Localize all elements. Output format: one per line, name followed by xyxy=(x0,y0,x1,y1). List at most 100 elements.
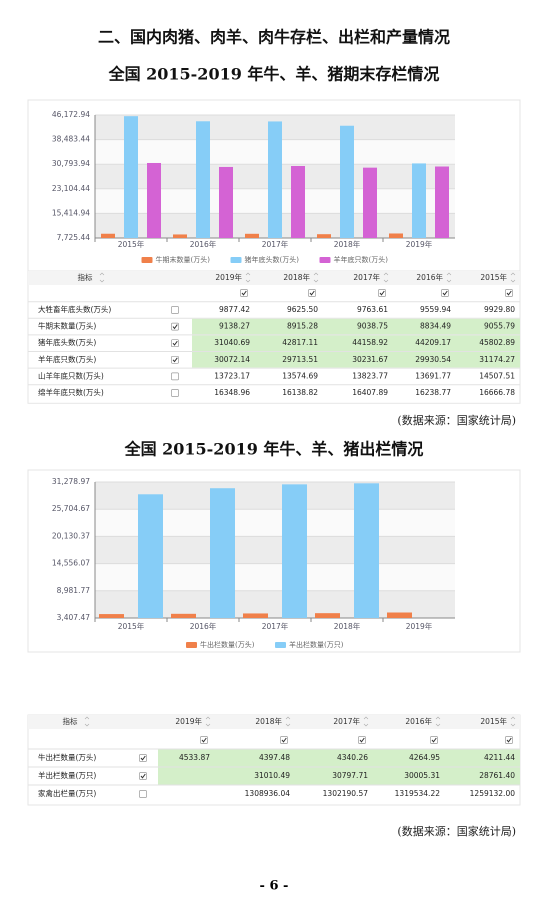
checkbox-check xyxy=(309,290,315,296)
table-cell: 4264.95 xyxy=(409,753,440,762)
checkbox xyxy=(171,355,179,364)
x-tick-label: 2015年 xyxy=(118,621,145,631)
checkbox-check xyxy=(506,737,512,743)
sort-icon xyxy=(313,272,319,283)
table-cell: 1319534.22 xyxy=(395,789,441,798)
checkbox xyxy=(505,736,513,744)
table-cell: 13574.69 xyxy=(282,371,318,380)
header-row xyxy=(28,271,520,285)
row-label: 羊出栏数量(万只) xyxy=(38,770,96,780)
sort-icon xyxy=(99,272,105,283)
row-highlight xyxy=(192,352,520,368)
bar xyxy=(171,613,196,618)
checkbox-check xyxy=(506,290,512,296)
table-cell: 4533.87 xyxy=(179,753,210,762)
bar xyxy=(245,233,259,238)
table-cell: 9138.27 xyxy=(219,322,250,331)
table-cell: 31174.27 xyxy=(479,355,515,364)
bar xyxy=(412,163,426,238)
table-cell: 1259132.00 xyxy=(470,789,516,798)
checkbox-check xyxy=(172,324,178,330)
bar xyxy=(210,488,235,618)
y-tick-label: 25,704.67 xyxy=(52,504,90,513)
checkbox xyxy=(171,322,179,331)
source-note: (数据来源：国家统计局) xyxy=(397,824,516,838)
table-cell: 28761.40 xyxy=(479,771,515,780)
legend-swatch xyxy=(319,257,331,263)
checkbox-check xyxy=(281,737,287,743)
bar xyxy=(354,483,379,618)
checkbox-check xyxy=(201,737,207,743)
column-header: 2017年 xyxy=(333,716,360,726)
row-label: 家禽出栏量(万只) xyxy=(38,788,96,798)
table-cell: 8834.49 xyxy=(420,322,451,331)
bar xyxy=(101,233,115,238)
row-label: 牛期末数量(万头) xyxy=(38,321,96,331)
bar xyxy=(173,234,187,238)
chart-title: 全国 2015-2019 年牛、羊、猪期末存栏情况 xyxy=(108,65,440,84)
bar xyxy=(219,166,233,238)
table-cell: 4340.26 xyxy=(337,753,368,762)
checkbox-check xyxy=(172,340,178,346)
checkbox xyxy=(171,306,179,314)
row-label: 绵羊年底只数(万头) xyxy=(38,387,104,397)
header-row xyxy=(28,715,520,729)
sort-icon xyxy=(84,716,90,727)
checkbox xyxy=(139,790,147,798)
checkbox xyxy=(430,736,438,744)
checkbox xyxy=(505,289,513,297)
sort-icon xyxy=(363,716,369,727)
row-label: 山羊年底只数(万头) xyxy=(38,370,104,380)
table-cell: 16138.82 xyxy=(282,388,318,397)
table-cell: 1308936.04 xyxy=(245,789,291,798)
legend-label: 猪年底头数(万头) xyxy=(245,255,300,264)
table-cell: 9929.80 xyxy=(484,305,515,314)
table-cell: 4397.48 xyxy=(259,753,290,762)
table-cell: 13723.17 xyxy=(214,371,250,380)
table-cell: 16407.89 xyxy=(352,388,388,397)
table-cell: 9625.50 xyxy=(287,305,318,314)
checkbox-check xyxy=(140,755,146,761)
bar xyxy=(282,484,307,618)
y-tick-label: 23,104.44 xyxy=(52,184,90,193)
legend-label: 羊出栏数量(万只) xyxy=(289,640,344,649)
bar xyxy=(243,613,268,618)
sort-icon xyxy=(435,716,441,727)
x-tick-label: 2016年 xyxy=(190,239,217,249)
checkbox xyxy=(240,289,248,297)
y-tick-label: 46,172.94 xyxy=(52,110,90,119)
checkbox-check xyxy=(359,737,365,743)
table-cell: 45802.89 xyxy=(479,338,515,347)
checkbox-check xyxy=(379,290,385,296)
section-heading: 二、国内肉猪、肉羊、肉牛存栏、出栏和产量情况 xyxy=(98,28,450,47)
column-header: 2019年 xyxy=(215,272,242,282)
bar xyxy=(291,165,305,238)
x-tick-label: 2015年 xyxy=(118,239,145,249)
legend-swatch xyxy=(275,642,286,648)
bar xyxy=(389,233,403,238)
row-highlight xyxy=(158,767,520,785)
sort-icon xyxy=(245,272,251,283)
x-tick-label: 2016年 xyxy=(190,621,217,631)
table-cell: 31010.49 xyxy=(254,771,290,780)
legend-swatch xyxy=(141,257,153,263)
table-cell: 14507.51 xyxy=(479,371,515,380)
table-cell: 31040.69 xyxy=(214,338,250,347)
checkbox-check xyxy=(431,737,437,743)
column-header: 2016年 xyxy=(405,716,432,726)
table-cell: 16666.78 xyxy=(479,388,515,397)
legend-swatch xyxy=(230,257,242,263)
row-label: 牛出栏数量(万头) xyxy=(38,752,96,762)
x-tick-label: 2018年 xyxy=(334,621,361,631)
sort-icon xyxy=(383,272,389,283)
column-header: 2015年 xyxy=(480,716,507,726)
checkbox xyxy=(280,736,288,744)
table-cell: 9055.79 xyxy=(484,322,515,331)
checkbox xyxy=(171,389,179,397)
table-cell: 9877.42 xyxy=(219,305,250,314)
bar xyxy=(138,494,163,618)
column-header: 2019年 xyxy=(175,716,202,726)
column-header: 2018年 xyxy=(255,716,282,726)
table-cell: 9559.94 xyxy=(420,305,451,314)
table-cell: 16238.77 xyxy=(415,388,451,397)
